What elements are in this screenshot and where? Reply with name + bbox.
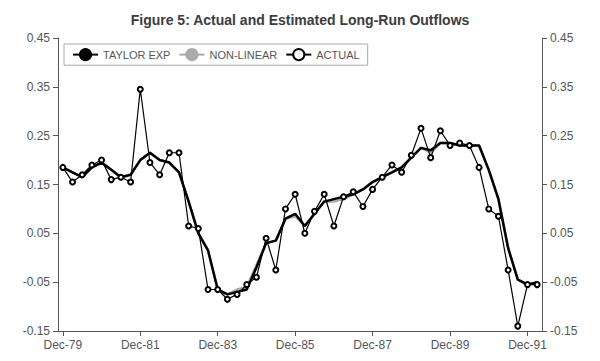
- svg-text:Dec-87: Dec-87: [353, 338, 392, 352]
- svg-text:0.05: 0.05: [27, 226, 51, 240]
- svg-text:Figure 5: Actual and Estimated: Figure 5: Actual and Estimated Long-Run …: [131, 12, 470, 28]
- svg-text:0.15: 0.15: [27, 178, 51, 192]
- svg-text:ACTUAL: ACTUAL: [316, 49, 359, 61]
- svg-text:0.45: 0.45: [27, 31, 51, 45]
- svg-text:-0.05: -0.05: [23, 275, 51, 289]
- svg-text:NON-LINEAR: NON-LINEAR: [209, 49, 277, 61]
- svg-text:0.25: 0.25: [27, 129, 51, 143]
- svg-text:0.25: 0.25: [550, 129, 574, 143]
- svg-text:-0.15: -0.15: [550, 324, 578, 338]
- svg-text:0.35: 0.35: [550, 80, 574, 94]
- svg-text:Dec-85: Dec-85: [276, 338, 315, 352]
- svg-text:0.35: 0.35: [27, 80, 51, 94]
- svg-text:Dec-81: Dec-81: [121, 338, 160, 352]
- svg-text:TAYLOR EXP: TAYLOR EXP: [103, 49, 170, 61]
- svg-text:Dec-91: Dec-91: [508, 338, 547, 352]
- svg-text:0.05: 0.05: [550, 226, 574, 240]
- svg-text:Dec-79: Dec-79: [43, 338, 82, 352]
- svg-text:-0.15: -0.15: [23, 324, 51, 338]
- svg-text:Dec-83: Dec-83: [198, 338, 237, 352]
- svg-text:0.45: 0.45: [550, 31, 574, 45]
- svg-text:-0.05: -0.05: [550, 275, 578, 289]
- svg-text:Dec-89: Dec-89: [431, 338, 470, 352]
- svg-text:0.15: 0.15: [550, 178, 574, 192]
